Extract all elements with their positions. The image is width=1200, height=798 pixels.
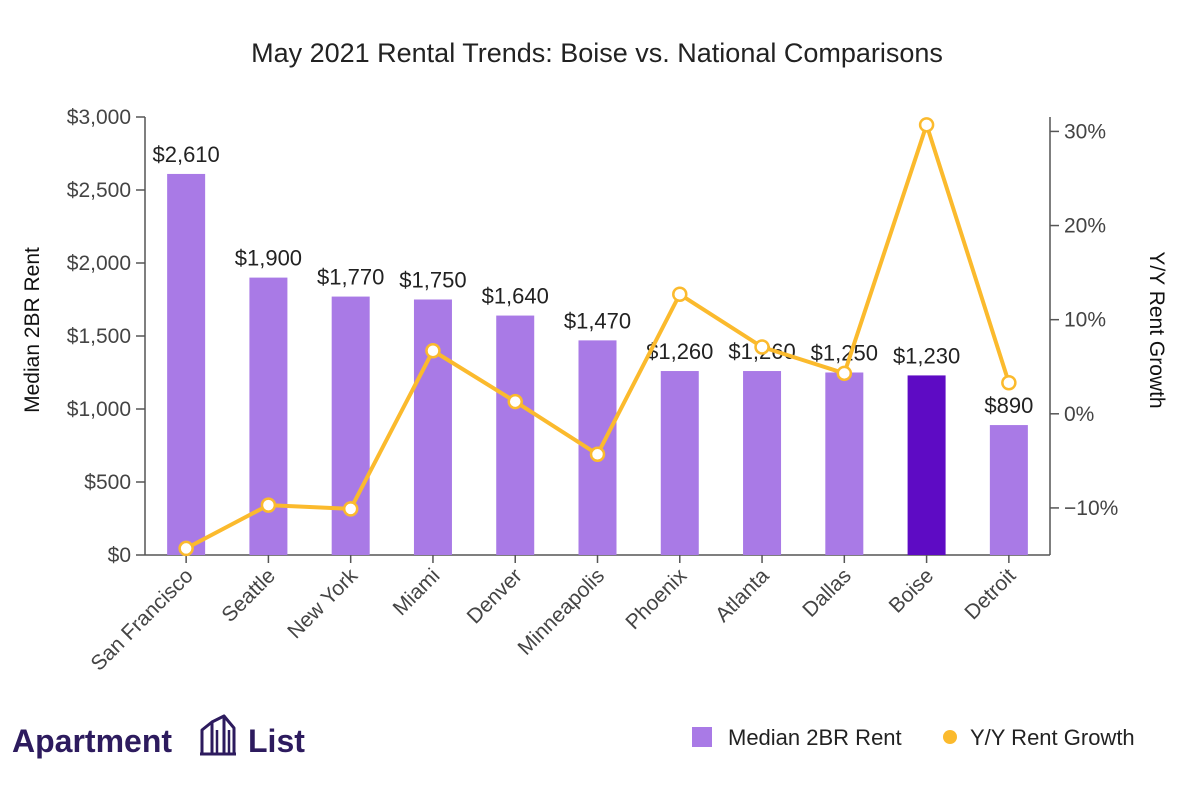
bar-miami	[413, 299, 452, 555]
legend-label-bar: Median 2BR Rent	[728, 725, 902, 750]
bar-data-label: $1,250	[811, 341, 878, 366]
growth-point-seattle	[260, 497, 277, 513]
x-tick-label: Phoenix	[621, 564, 691, 634]
growth-point-minneapolis	[589, 446, 606, 463]
bar-data-label: $1,640	[482, 284, 549, 309]
y-tick-label: $0	[108, 544, 131, 567]
y2-tick-label: 10%	[1064, 309, 1106, 332]
x-tick-label: Atlanta	[711, 564, 774, 627]
x-tick-label: Minneapolis	[514, 564, 610, 660]
y-tick-label: $1,000	[67, 398, 131, 421]
bar-san-francisco	[167, 173, 206, 555]
y2-tick-label: 30%	[1064, 120, 1106, 143]
brand-logo: Apartment List	[12, 714, 305, 759]
y-tick-label: $2,000	[67, 252, 131, 275]
growth-point-boise	[918, 117, 935, 133]
bar-boise	[907, 375, 946, 555]
bar-dallas	[825, 372, 864, 555]
y-tick-label: $3,000	[67, 106, 131, 129]
growth-point-miami	[425, 342, 441, 359]
legend-swatch-line	[943, 730, 957, 744]
y2-tick-label: 0%	[1064, 403, 1094, 426]
plot-area: $0 $500 $1,000 $1,500 $2,000 $2,500 $3,000 −10%…	[67, 106, 1119, 675]
bar-phoenix	[660, 371, 699, 555]
x-tick-label: Detroit	[960, 564, 1020, 624]
bar-data-label: $1,230	[893, 343, 960, 368]
growth-point-new-york	[342, 501, 359, 517]
bar-data-label: $1,900	[235, 246, 302, 271]
growth-point-phoenix	[672, 286, 688, 303]
y2-tick-label: 20%	[1064, 215, 1106, 238]
x-tick-label: San Francisco	[86, 564, 197, 675]
legend-swatch-bar	[692, 727, 712, 747]
bar-data-label: $890	[984, 393, 1033, 418]
bar-denver	[496, 315, 535, 555]
x-tick-label: Dallas	[798, 564, 856, 622]
y2-axis-title: Y/Y Rent Growth	[1145, 251, 1168, 408]
growth-point-atlanta	[754, 339, 770, 355]
y2-tick-label: −10%	[1064, 497, 1118, 520]
bar-data-label: $1,770	[317, 265, 384, 290]
growth-point-detroit	[1001, 374, 1017, 391]
logo-text-left: Apartment	[12, 723, 172, 759]
growth-point-denver	[507, 393, 523, 410]
y-tick-label: $2,500	[67, 179, 131, 202]
bar-atlanta	[743, 371, 782, 555]
legend-label-line: Y/Y Rent Growth	[970, 725, 1135, 750]
bar-data-label: $1,750	[399, 268, 466, 293]
y-axis-title: Median 2BR Rent	[21, 247, 44, 413]
growth-point-san-francisco	[178, 540, 194, 557]
x-tick-label: Miami	[389, 564, 445, 620]
y-tick-label: $500	[84, 471, 131, 494]
x-tick-label: New York	[283, 564, 362, 643]
growth-point-dallas	[836, 365, 853, 382]
x-tick-label: Denver	[463, 564, 527, 628]
x-tick-label: Seattle	[217, 564, 280, 627]
bar-data-label: $2,610	[152, 142, 219, 167]
bar-data-label: $1,260	[646, 339, 713, 364]
bar-detroit	[989, 425, 1028, 555]
building-icon	[200, 714, 236, 756]
logo-text-right: List	[248, 723, 305, 759]
bar-data-label: $1,470	[564, 308, 631, 333]
x-tick-label: Boise	[885, 564, 938, 617]
y-tick-label: $1,500	[67, 325, 131, 348]
chart-title: May 2021 Rental Trends: Boise vs. Nation…	[251, 38, 943, 68]
legend: Median 2BR Rent Y/Y Rent Growth	[692, 725, 1135, 750]
